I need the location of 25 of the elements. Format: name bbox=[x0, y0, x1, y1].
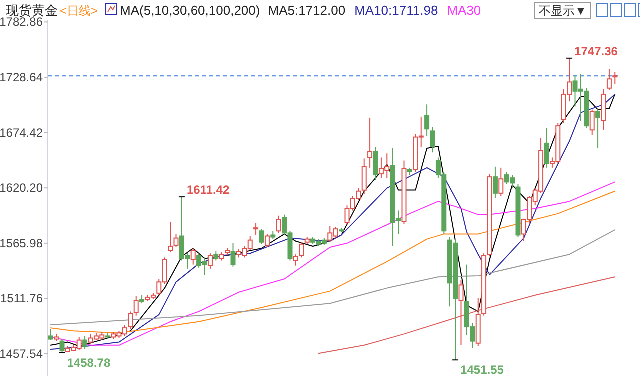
chart-subtitle: <日线> bbox=[60, 4, 98, 18]
y-tick-label: 1565.98 bbox=[0, 236, 44, 250]
annotation: 1611.42 bbox=[186, 183, 230, 198]
text: MA30 bbox=[447, 3, 482, 18]
y-tick-label: 1728.64 bbox=[0, 70, 44, 84]
text: MA10:1711.98 bbox=[354, 3, 438, 18]
candlestick bbox=[424, 104, 430, 137]
y-tick-label: 1674.42 bbox=[0, 126, 44, 140]
candlestick bbox=[601, 88, 606, 131]
candlestick bbox=[516, 184, 521, 238]
chart-title: 现货黄金 bbox=[6, 3, 58, 18]
y-tick-label: 1457.54 bbox=[0, 347, 44, 362]
y-tick-label: 1511.76 bbox=[0, 292, 44, 306]
y-tick-label: 1620.20 bbox=[0, 181, 44, 196]
annotation: 1747.36 bbox=[574, 44, 618, 58]
text: MA5:1712.00 bbox=[268, 3, 346, 18]
annotation: 1451.55 bbox=[460, 363, 504, 378]
candlestick bbox=[596, 108, 601, 150]
candlestick bbox=[492, 166, 498, 200]
candlestick bbox=[254, 222, 259, 236]
text: 不显示▼ bbox=[539, 4, 587, 18]
candlestick bbox=[458, 280, 464, 346]
annotation: 1458.78 bbox=[67, 356, 111, 370]
legend-title: MA(5,10,30,60,100,200) bbox=[120, 3, 260, 18]
candlestick bbox=[368, 117, 373, 168]
